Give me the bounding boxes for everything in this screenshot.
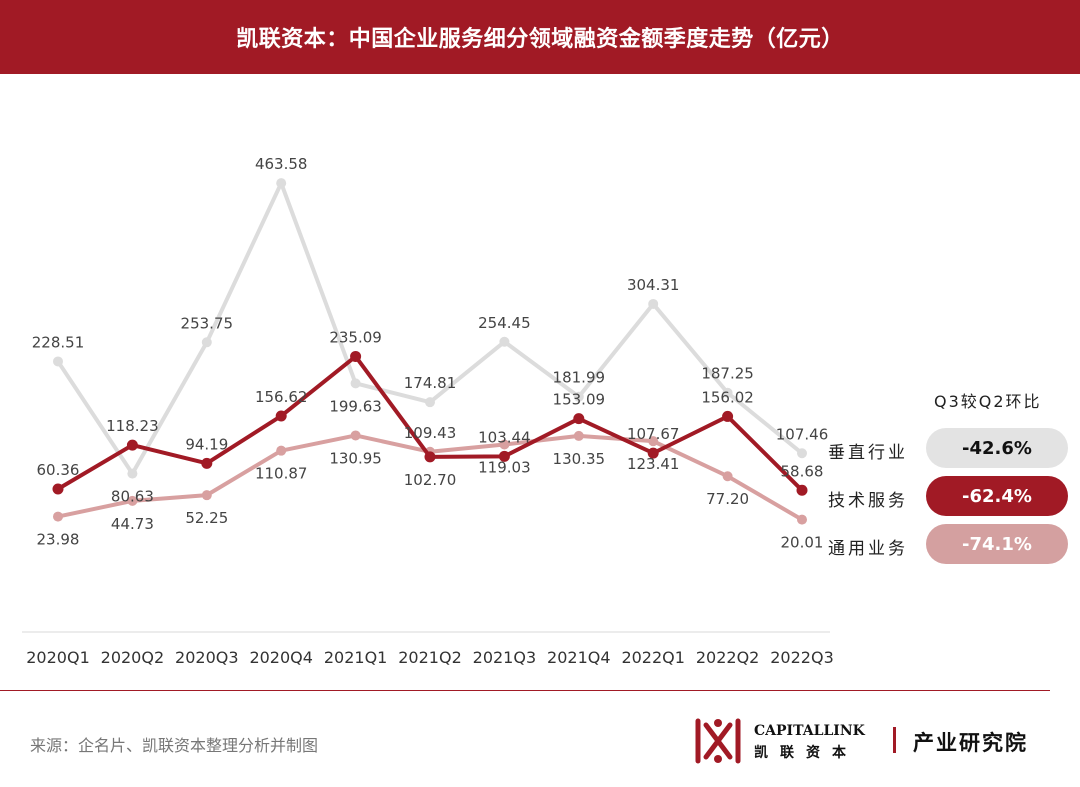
legend-label: 技术服务: [828, 491, 908, 511]
data-point: [201, 457, 213, 469]
data-label: 228.51: [32, 333, 85, 351]
data-point: [276, 445, 287, 456]
data-label: 174.81: [404, 374, 457, 392]
x-tick-label: 2021Q3: [473, 648, 537, 667]
data-label: 254.45: [478, 314, 531, 332]
x-tick-label: 2021Q1: [324, 648, 388, 667]
data-point: [797, 448, 807, 459]
data-point: [350, 430, 361, 441]
logo-separator: [893, 727, 896, 753]
data-label: 304.31: [627, 276, 680, 294]
data-point: [350, 350, 362, 362]
data-label: 60.36: [37, 461, 80, 479]
x-tick-label: 2021Q2: [398, 648, 462, 667]
x-tick-label: 2020Q1: [26, 648, 90, 667]
change-badge: -42.6%: [926, 428, 1068, 468]
data-label: 123.41: [627, 455, 680, 473]
data-point: [499, 336, 510, 347]
x-tick-label: 2022Q1: [621, 648, 685, 667]
data-label: 119.03: [478, 458, 531, 476]
data-label: 23.98: [37, 531, 80, 549]
data-point: [499, 439, 510, 450]
data-label: 20.01: [781, 534, 824, 552]
data-label: 52.25: [185, 509, 228, 527]
data-label: 77.20: [706, 490, 749, 508]
data-point: [648, 298, 659, 309]
capitallink-logo: CAPITALLINK 凯联资本 产业研究院: [688, 713, 1068, 769]
data-label: 463.58: [255, 155, 308, 173]
line-chart: 2020Q1 2020Q2 2020Q3 2020Q4 2021Q1 2021Q2 2021…: [22, 155, 834, 667]
data-label: 181.99: [553, 369, 606, 387]
data-point: [53, 511, 63, 522]
legend-label: 通用业务: [828, 539, 908, 559]
data-point: [127, 468, 138, 479]
data-label: 235.09: [329, 328, 382, 346]
data-point: [201, 490, 212, 501]
data-label: 94.19: [185, 435, 228, 453]
data-label: 109.43: [404, 424, 457, 442]
data-label: 107.67: [627, 425, 680, 443]
logo-english: CAPITALLINK: [754, 723, 865, 739]
data-point: [648, 436, 659, 447]
data-point: [573, 430, 584, 441]
data-point: [201, 337, 212, 348]
data-point: [53, 356, 63, 367]
data-point: [796, 484, 808, 496]
legend-heading: Q3较Q2环比: [934, 392, 1042, 411]
data-point: [126, 439, 138, 451]
data-label: 130.95: [329, 449, 382, 467]
data-label: 199.63: [329, 397, 382, 415]
data-label: 153.09: [553, 391, 606, 409]
capitallink-logo-icon: [695, 718, 741, 764]
logo-institute: 产业研究院: [913, 730, 1028, 755]
data-label: 44.73: [111, 515, 154, 533]
chart-title: 凯联资本：中国企业服务细分领域融资金额季度走势（亿元）: [236, 27, 844, 52]
data-point: [722, 387, 733, 398]
data-point: [350, 378, 361, 389]
x-tick-label: 2020Q2: [101, 648, 165, 667]
x-tick-label: 2020Q3: [175, 648, 239, 667]
data-label: 103.44: [478, 428, 531, 446]
data-label: 110.87: [255, 465, 308, 483]
data-point: [498, 450, 510, 462]
data-label: 107.46: [776, 425, 829, 443]
chart-header: 凯联资本：中国企业服务细分领域融资金额季度走势（亿元）: [0, 0, 1080, 74]
change-badge: -74.1%: [926, 524, 1068, 564]
change-badge: -62.4%: [926, 476, 1068, 516]
data-point: [647, 447, 659, 459]
legend-item-general: 通用业务 -74.1%: [800, 524, 1080, 564]
data-label: 187.25: [701, 365, 754, 383]
data-point: [722, 471, 733, 482]
data-label: 156.02: [701, 388, 754, 406]
source-note: 来源：企名片、凯联资本整理分析并制图: [30, 736, 319, 755]
legend-label: 垂直行业: [828, 443, 908, 463]
logo-chinese: 凯联资本: [754, 745, 858, 761]
x-tick-label: 2020Q4: [249, 648, 313, 667]
legend-panel: Q3较Q2环比 垂直行业 -42.6% 技术服务 -62.4% 通用业务 -74…: [800, 380, 1080, 580]
data-label: 253.75: [181, 314, 234, 332]
legend-item-tech: 技术服务 -62.4%: [800, 476, 1080, 516]
legend-item-vertical: 垂直行业 -42.6%: [800, 428, 1080, 468]
data-point: [127, 495, 138, 506]
data-label: 58.68: [781, 462, 824, 480]
data-label: 80.63: [111, 488, 154, 506]
data-point: [573, 391, 584, 402]
data-label: 156.62: [255, 388, 308, 406]
x-tick-label: 2021Q4: [547, 648, 611, 667]
data-point: [797, 514, 807, 525]
data-label: 118.23: [106, 417, 159, 435]
data-point: [276, 178, 287, 189]
data-point: [275, 410, 287, 422]
data-label: 130.35: [553, 450, 606, 468]
x-tick-label: 2022Q2: [696, 648, 760, 667]
footer-divider: [0, 690, 1050, 691]
data-point: [424, 451, 436, 463]
data-point: [425, 397, 435, 408]
x-tick-label: 2022Q3: [770, 648, 834, 667]
data-point: [52, 483, 64, 495]
data-point: [573, 413, 585, 425]
data-label: 102.70: [404, 471, 457, 489]
data-point: [722, 410, 734, 422]
